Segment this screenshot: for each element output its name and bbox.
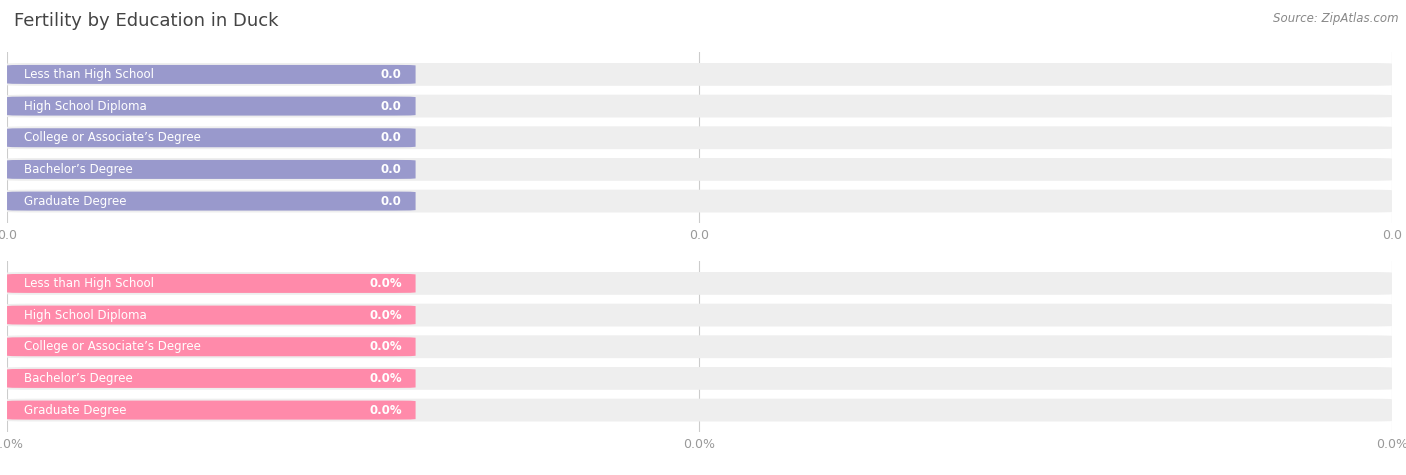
Text: Graduate Degree: Graduate Degree [24,195,127,208]
FancyBboxPatch shape [7,158,1392,181]
FancyBboxPatch shape [7,367,1392,390]
FancyBboxPatch shape [7,126,1392,149]
Text: 0.0: 0.0 [381,131,402,144]
FancyBboxPatch shape [7,369,416,388]
Text: Graduate Degree: Graduate Degree [24,404,127,417]
FancyBboxPatch shape [7,160,416,179]
FancyBboxPatch shape [7,272,1392,295]
FancyBboxPatch shape [7,65,416,84]
Text: 0.0%: 0.0% [370,340,402,353]
Text: College or Associate’s Degree: College or Associate’s Degree [24,131,201,144]
FancyBboxPatch shape [7,400,416,419]
FancyBboxPatch shape [7,95,1392,117]
Text: 0.0: 0.0 [381,195,402,208]
FancyBboxPatch shape [7,304,1392,326]
FancyBboxPatch shape [7,63,1392,86]
Text: Less than High School: Less than High School [24,68,153,81]
FancyBboxPatch shape [7,335,1392,358]
FancyBboxPatch shape [7,96,416,115]
Text: 0.0%: 0.0% [370,277,402,290]
FancyBboxPatch shape [7,191,416,210]
FancyBboxPatch shape [7,305,416,324]
FancyBboxPatch shape [7,399,1392,421]
FancyBboxPatch shape [7,190,1392,212]
Text: 0.0%: 0.0% [370,372,402,385]
Text: 0.0: 0.0 [381,163,402,176]
Text: High School Diploma: High School Diploma [24,100,146,113]
Text: Fertility by Education in Duck: Fertility by Education in Duck [14,12,278,30]
FancyBboxPatch shape [7,337,416,356]
Text: 0.0%: 0.0% [370,309,402,322]
Text: Source: ZipAtlas.com: Source: ZipAtlas.com [1274,12,1399,25]
Text: College or Associate’s Degree: College or Associate’s Degree [24,340,201,353]
Text: 0.0: 0.0 [381,100,402,113]
Text: 0.0: 0.0 [381,68,402,81]
FancyBboxPatch shape [7,274,416,293]
Text: Bachelor’s Degree: Bachelor’s Degree [24,163,132,176]
Text: Bachelor’s Degree: Bachelor’s Degree [24,372,132,385]
Text: 0.0%: 0.0% [370,404,402,417]
Text: High School Diploma: High School Diploma [24,309,146,322]
Text: Less than High School: Less than High School [24,277,153,290]
FancyBboxPatch shape [7,128,416,147]
